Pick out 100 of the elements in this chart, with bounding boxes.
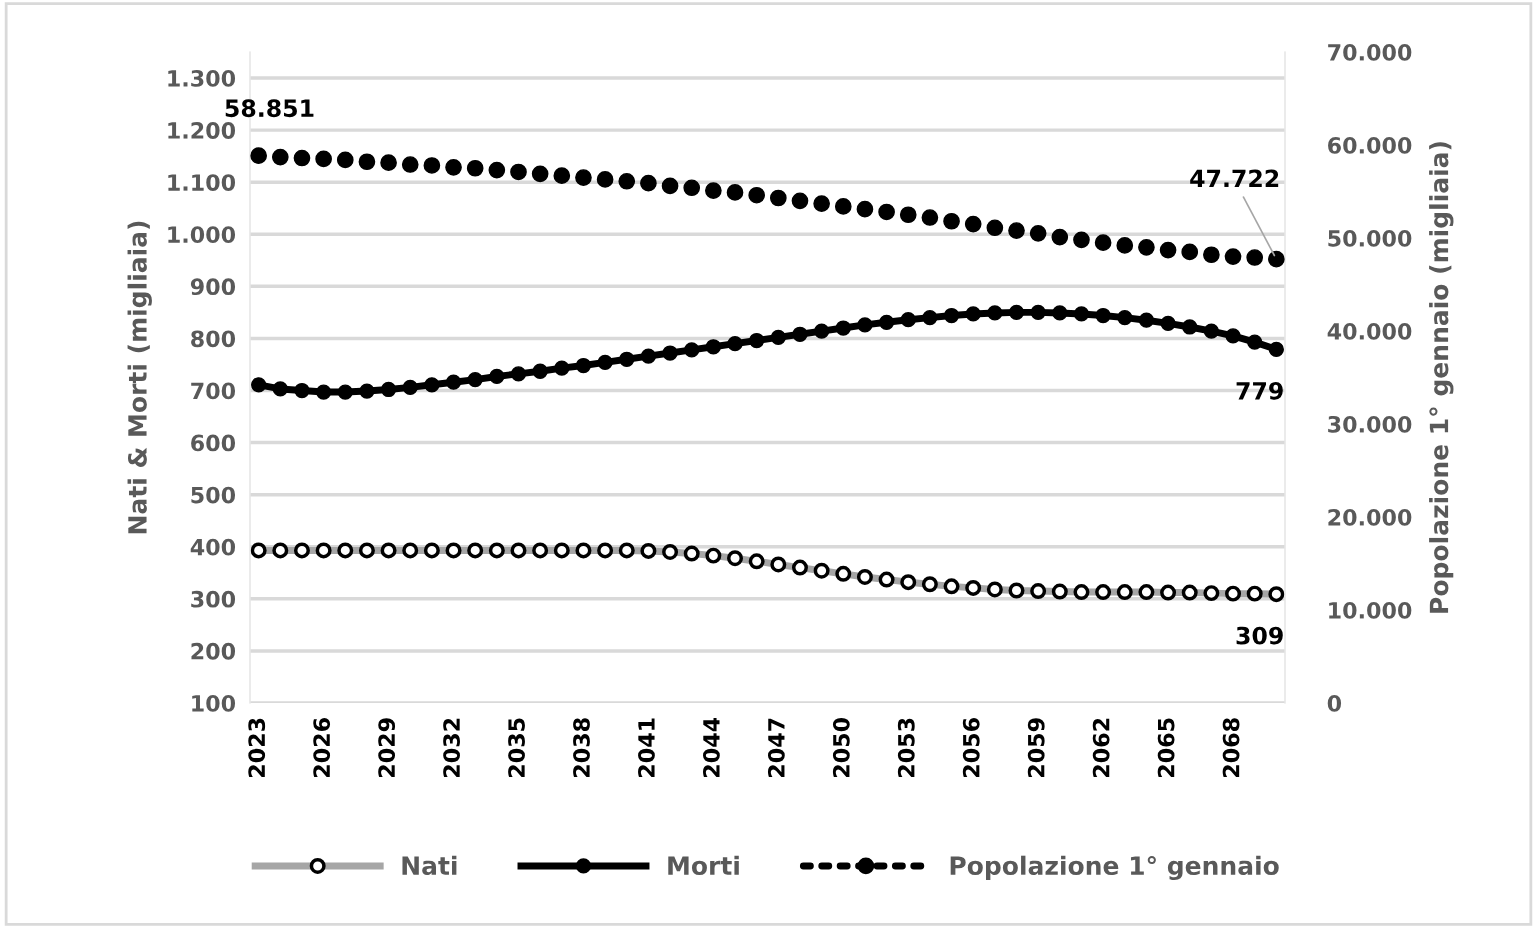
point — [294, 382, 310, 399]
point — [769, 189, 787, 207]
point — [467, 371, 483, 388]
point — [532, 363, 548, 379]
y2-tick-label: 0 — [1327, 694, 1342, 712]
point — [878, 203, 895, 221]
point — [1203, 246, 1220, 264]
point — [792, 326, 808, 342]
point — [488, 161, 506, 179]
point — [618, 172, 636, 190]
y-tick-label: 500 — [191, 486, 236, 504]
point — [1138, 312, 1155, 328]
point — [553, 167, 571, 185]
point — [705, 339, 722, 355]
point — [445, 374, 462, 390]
y-tick-label: 1.200 — [168, 122, 236, 139]
point — [943, 307, 960, 324]
point — [1030, 304, 1046, 321]
point — [1159, 241, 1177, 259]
point — [770, 329, 786, 346]
y2-tick-label: 70.000 — [1328, 43, 1412, 61]
point — [251, 377, 267, 393]
point — [987, 305, 1003, 321]
point — [315, 150, 332, 168]
y-tick-label: 900 — [190, 278, 236, 296]
point — [1225, 328, 1241, 344]
y2-tick-label: 20.000 — [1328, 508, 1412, 526]
point — [531, 165, 549, 183]
legend-label: Nati — [402, 855, 457, 876]
point — [401, 156, 419, 173]
y-tick-label: 200 — [191, 642, 236, 660]
x-tick-label: 2026 — [313, 718, 331, 777]
point — [922, 309, 938, 326]
point — [271, 148, 289, 166]
point — [705, 182, 722, 199]
point — [1246, 249, 1264, 266]
point — [402, 379, 418, 396]
point — [596, 171, 614, 188]
point — [1203, 323, 1220, 339]
y2-tick-label: 30.000 — [1328, 415, 1412, 433]
point — [640, 348, 657, 364]
point — [748, 186, 766, 204]
point — [662, 345, 678, 361]
x-tick-label: 2038 — [573, 718, 590, 777]
point — [683, 179, 701, 197]
y-tick-label: 400 — [190, 538, 236, 556]
point — [964, 215, 982, 233]
point — [726, 184, 744, 201]
point — [1051, 228, 1069, 246]
point — [661, 177, 679, 195]
point — [900, 312, 916, 328]
point — [1052, 305, 1068, 321]
point — [1094, 234, 1112, 251]
point — [1073, 231, 1090, 249]
point — [466, 159, 484, 177]
y-tick-label: 600 — [191, 434, 236, 452]
point — [1247, 334, 1263, 350]
point — [554, 360, 570, 376]
y-tick-label: 800 — [191, 330, 236, 348]
point — [1117, 309, 1133, 326]
point — [791, 192, 809, 210]
x-tick-label: 2047 — [767, 718, 785, 777]
point — [359, 383, 375, 399]
x-tick-label: 2065 — [1157, 718, 1175, 777]
point — [1116, 237, 1134, 254]
point — [856, 200, 874, 218]
x-tick-label: 2041 — [638, 718, 655, 777]
y2-tick-label: 60.000 — [1328, 136, 1412, 154]
point — [1181, 243, 1199, 261]
point — [749, 332, 765, 349]
point — [510, 163, 527, 181]
point — [1182, 319, 1198, 335]
x-tick-label: 2044 — [703, 717, 720, 777]
point — [1138, 238, 1155, 256]
point — [597, 354, 613, 371]
y-tick-label: 1.300 — [168, 69, 236, 87]
x-tick-label: 2023 — [248, 718, 266, 777]
point — [813, 323, 830, 339]
legend-label: Morti — [668, 855, 739, 876]
point — [1008, 304, 1025, 321]
point — [337, 384, 353, 400]
point — [857, 317, 873, 333]
point — [423, 157, 441, 174]
point — [965, 306, 981, 322]
x-tick-label: 2056 — [962, 718, 980, 777]
y-tick-label: 1.100 — [168, 174, 236, 191]
legend-label: Popolazione 1° gennaio — [950, 855, 1279, 881]
point — [640, 174, 657, 192]
point — [424, 377, 440, 393]
data-label: 779 — [1236, 381, 1283, 400]
point — [921, 209, 939, 226]
point — [1160, 315, 1176, 331]
point — [878, 314, 895, 330]
point — [835, 320, 851, 336]
point — [1268, 341, 1284, 358]
point — [380, 154, 397, 172]
data-label: 47.722 — [1190, 169, 1279, 187]
point — [986, 219, 1004, 237]
data-label: 58.851 — [225, 99, 314, 118]
point — [1029, 225, 1047, 242]
